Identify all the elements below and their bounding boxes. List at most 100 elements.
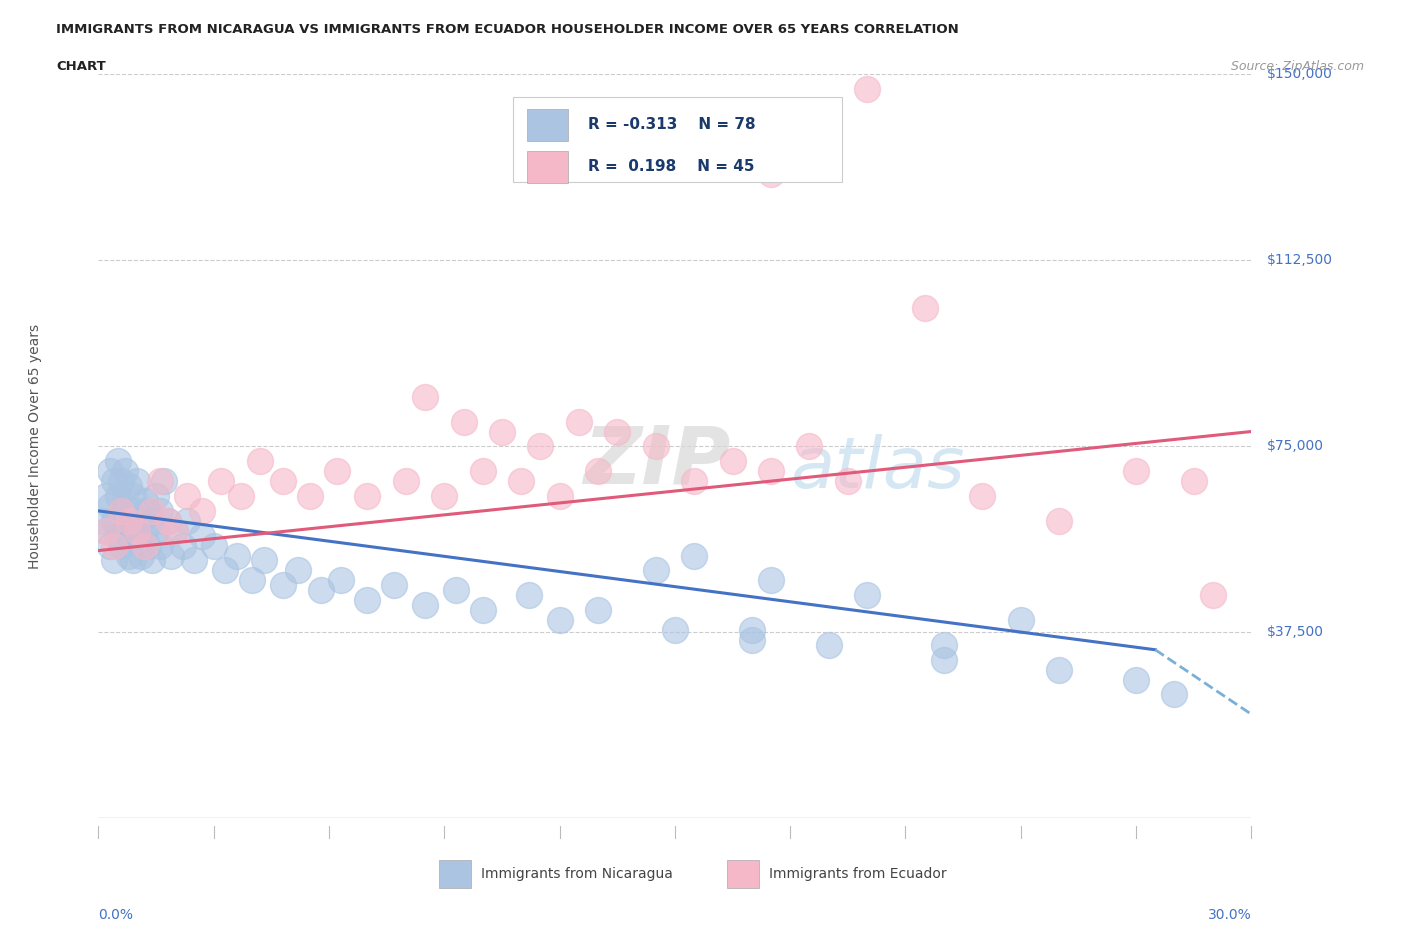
Text: 0.0%: 0.0%: [98, 908, 134, 922]
Text: IMMIGRANTS FROM NICARAGUA VS IMMIGRANTS FROM ECUADOR HOUSEHOLDER INCOME OVER 65 : IMMIGRANTS FROM NICARAGUA VS IMMIGRANTS …: [56, 23, 959, 36]
Point: [683, 548, 706, 563]
Point: [110, 503, 132, 518]
Text: atlas: atlas: [790, 434, 965, 503]
Point: [548, 613, 571, 628]
Point: [103, 538, 125, 553]
Point: [141, 553, 163, 568]
Point: [156, 513, 179, 528]
Point: [103, 513, 125, 528]
Point: [413, 390, 436, 405]
Point: [138, 538, 160, 553]
Point: [856, 82, 879, 97]
Point: [122, 488, 145, 503]
Point: [932, 652, 955, 667]
Text: $75,000: $75,000: [1267, 439, 1323, 454]
Point: [118, 548, 141, 563]
Point: [444, 583, 467, 598]
Point: [817, 637, 839, 652]
Point: [134, 538, 156, 553]
Point: [721, 454, 744, 469]
Point: [683, 473, 706, 488]
Point: [202, 538, 225, 553]
Point: [1182, 473, 1205, 488]
Text: $112,500: $112,500: [1267, 253, 1333, 268]
Point: [145, 488, 167, 503]
Point: [606, 424, 628, 439]
FancyBboxPatch shape: [439, 860, 471, 888]
Point: [98, 498, 121, 513]
Point: [568, 414, 591, 429]
Point: [529, 439, 551, 454]
Point: [134, 524, 156, 538]
Point: [172, 538, 194, 553]
Point: [1163, 687, 1185, 702]
Point: [110, 473, 132, 488]
Point: [325, 464, 347, 479]
Point: [586, 603, 609, 618]
Point: [1047, 662, 1070, 677]
Point: [413, 598, 436, 613]
Point: [110, 503, 132, 518]
Text: Householder Income Over 65 years: Householder Income Over 65 years: [28, 324, 42, 569]
Point: [176, 488, 198, 503]
Point: [311, 583, 333, 598]
Point: [129, 548, 152, 563]
Point: [329, 573, 352, 588]
Point: [586, 464, 609, 479]
Point: [741, 632, 763, 647]
Point: [759, 166, 782, 181]
Point: [114, 498, 136, 513]
Point: [125, 473, 148, 488]
Point: [510, 473, 533, 488]
Point: [356, 488, 378, 503]
Point: [433, 488, 456, 503]
Point: [176, 513, 198, 528]
Point: [183, 553, 205, 568]
Point: [298, 488, 321, 503]
Point: [103, 553, 125, 568]
Point: [644, 439, 666, 454]
Point: [114, 524, 136, 538]
Text: $150,000: $150,000: [1267, 67, 1333, 82]
Point: [94, 524, 117, 538]
Point: [141, 513, 163, 528]
Point: [253, 553, 276, 568]
Point: [107, 528, 129, 543]
Point: [471, 464, 494, 479]
Point: [209, 473, 232, 488]
Point: [1125, 672, 1147, 687]
Point: [471, 603, 494, 618]
Text: $37,500: $37,500: [1267, 625, 1323, 640]
Text: R = -0.313    N = 78: R = -0.313 N = 78: [588, 117, 756, 132]
Point: [548, 488, 571, 503]
Point: [759, 573, 782, 588]
Point: [191, 503, 214, 518]
Point: [149, 538, 172, 553]
Point: [118, 479, 141, 494]
Text: Immigrants from Ecuador: Immigrants from Ecuador: [769, 867, 948, 882]
Point: [664, 622, 686, 637]
Point: [114, 464, 136, 479]
Point: [1047, 513, 1070, 528]
Text: ZIP: ZIP: [582, 422, 730, 500]
Point: [240, 573, 263, 588]
Text: Immigrants from Nicaragua: Immigrants from Nicaragua: [481, 867, 673, 882]
Point: [644, 563, 666, 578]
Point: [395, 473, 418, 488]
Text: Source: ZipAtlas.com: Source: ZipAtlas.com: [1230, 60, 1364, 73]
Point: [149, 503, 172, 518]
Text: CHART: CHART: [56, 60, 105, 73]
FancyBboxPatch shape: [527, 110, 568, 140]
Point: [122, 518, 145, 533]
FancyBboxPatch shape: [513, 97, 842, 182]
Point: [152, 473, 174, 488]
Point: [125, 528, 148, 543]
Point: [107, 454, 129, 469]
Point: [156, 513, 179, 528]
Point: [856, 588, 879, 603]
Point: [91, 513, 114, 528]
Point: [382, 578, 405, 592]
Point: [103, 473, 125, 488]
Point: [453, 414, 475, 429]
Point: [932, 637, 955, 652]
